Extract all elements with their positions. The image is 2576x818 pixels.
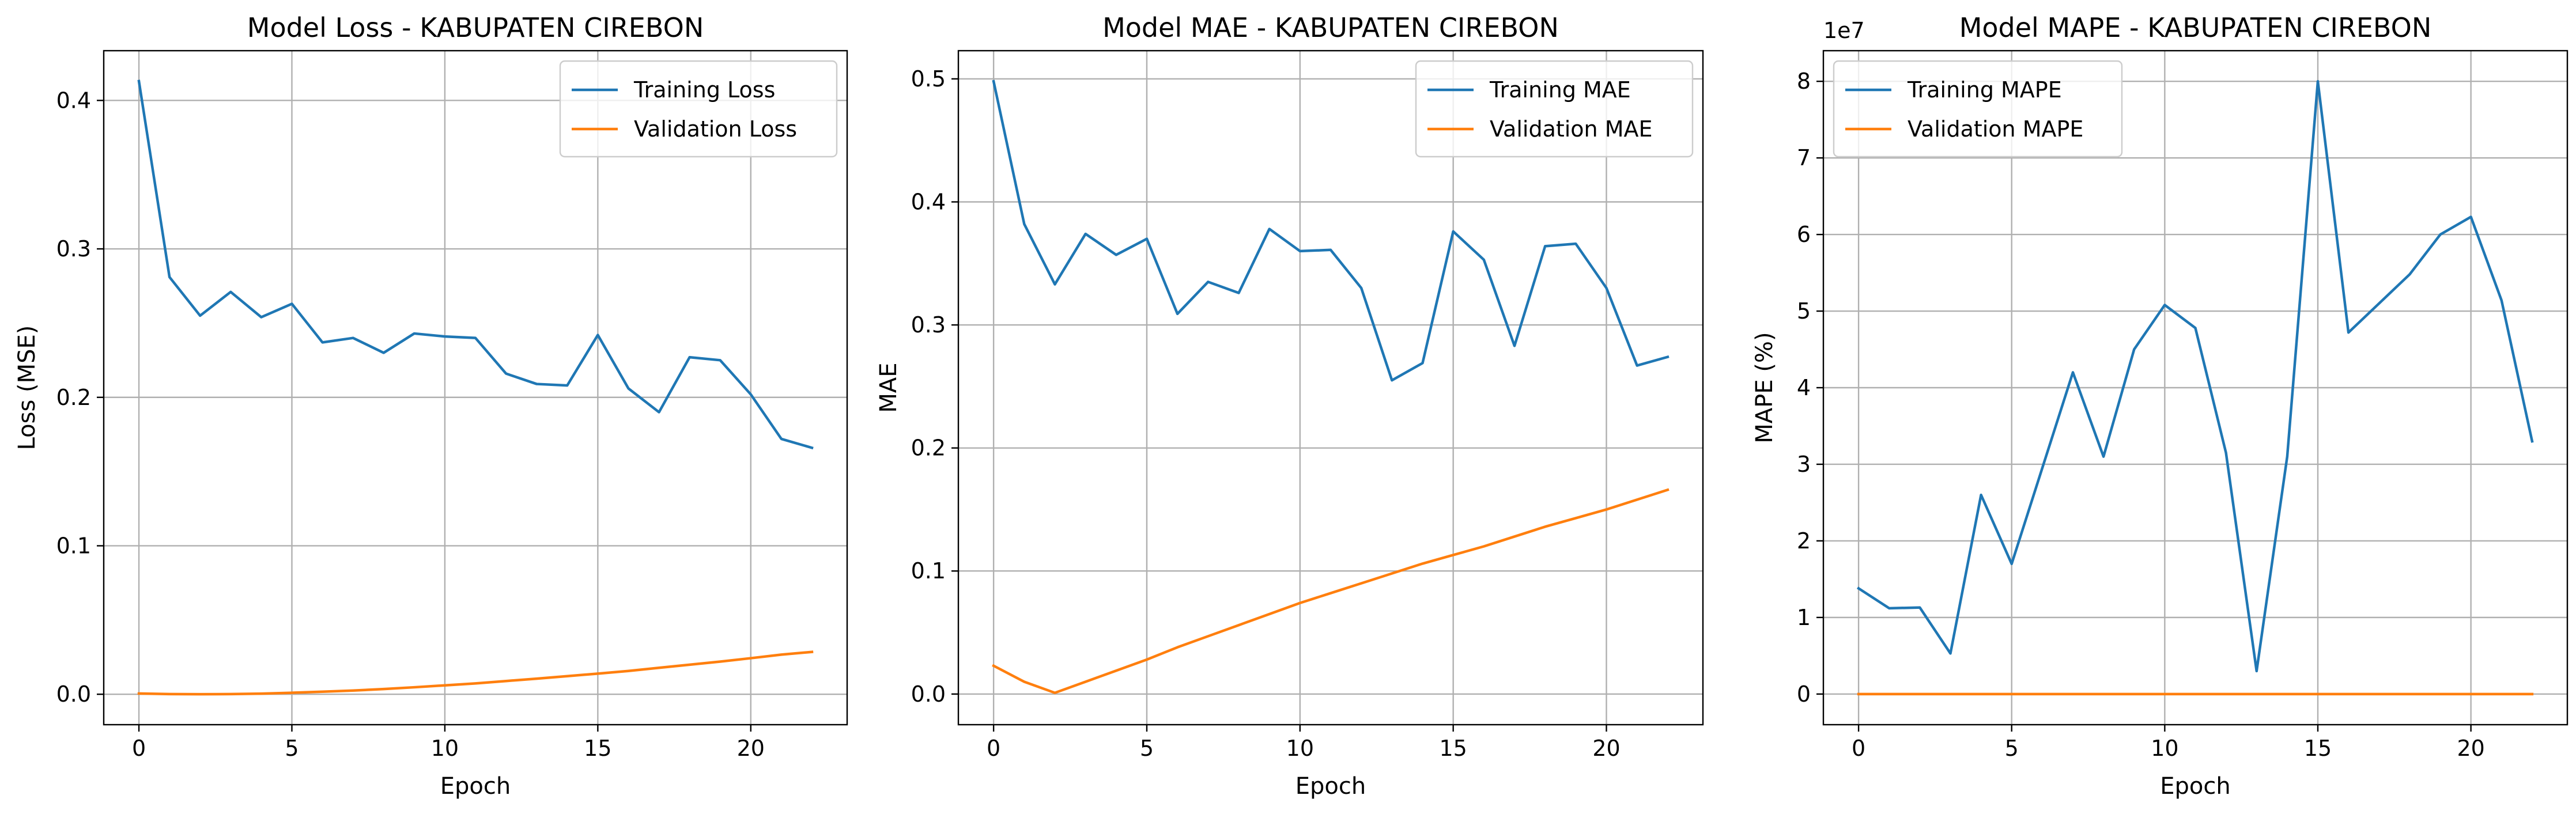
- mape-chart-panel: Model MAPE - KABUPATEN CIREBON Epoch MAP…: [1751, 12, 2569, 800]
- chart-title: Model MAE - KABUPATEN CIREBON: [1102, 12, 1559, 43]
- x-tick-label: 0: [132, 736, 146, 761]
- y-tick-label: 6: [1797, 222, 1811, 247]
- chart-legend: Training MAPE Validation MAPE: [1833, 60, 2123, 158]
- legend-entry: Training Loss: [572, 77, 775, 103]
- legend-entry: Training MAE: [1427, 77, 1631, 103]
- y-tick-label: 0: [1797, 681, 1811, 707]
- x-tick-label: 0: [1852, 736, 1865, 761]
- legend-label: Validation MAE: [1490, 116, 1653, 142]
- axes-frame: [957, 50, 1704, 726]
- y-tick-label: 0.4: [911, 189, 946, 214]
- legend-box: [1415, 60, 1694, 158]
- y-tick-label: 0.2: [56, 385, 91, 410]
- legend-entry: Validation Loss: [572, 116, 797, 142]
- legend-label: Training MAPE: [1907, 77, 2062, 103]
- y-tick-label: 0.0: [56, 681, 91, 707]
- legend-label: Training MAE: [1489, 77, 1631, 103]
- y-tick-label: 7: [1797, 145, 1811, 171]
- legend-label: Validation Loss: [634, 116, 797, 142]
- x-tick-label: 5: [2005, 736, 2019, 761]
- y-tick-label: 0.2: [911, 435, 946, 461]
- mae-chart-panel: Model MAE - KABUPATEN CIREBON Epoch MAE …: [875, 12, 1704, 800]
- legend-label: Validation MAPE: [1908, 116, 2083, 142]
- y-tick-label: 0.1: [911, 558, 946, 584]
- x-axis-label: Epoch: [1295, 773, 1366, 800]
- y-axis-label: MAE: [875, 362, 902, 412]
- legend-entry: Training MAPE: [1845, 77, 2062, 103]
- y-tick-label: 2: [1797, 528, 1811, 554]
- chart-legend: Training Loss Validation Loss: [559, 60, 838, 158]
- y-tick-label: 0.5: [911, 66, 946, 92]
- legend-box: [559, 60, 838, 158]
- x-axis-label: Epoch: [2160, 773, 2230, 800]
- y-tick-label: 0.3: [56, 236, 91, 262]
- x-tick-label: 15: [584, 736, 611, 761]
- y-axis-label: MAPE (%): [1751, 332, 1778, 443]
- series-line: [992, 79, 1670, 382]
- series-line: [1856, 79, 2534, 673]
- chart-title: Model Loss - KABUPATEN CIREBON: [247, 12, 704, 43]
- y-tick-label: 3: [1797, 452, 1811, 477]
- x-tick-label: 5: [1140, 736, 1154, 761]
- x-axis-label: Epoch: [440, 773, 511, 800]
- y-tick-label: 0.0: [911, 681, 946, 707]
- chart-legend: Training MAE Validation MAE: [1415, 60, 1694, 158]
- axes-frame: [103, 50, 848, 726]
- chart-title: Model MAPE - KABUPATEN CIREBON: [1959, 12, 2432, 43]
- x-tick-label: 15: [1439, 736, 1467, 761]
- series-line: [992, 488, 1670, 694]
- plot-area: 0 5 10 15 20 0 1 2 3 4 5 6 7 8: [1797, 50, 2569, 761]
- y-tick-label: 1: [1797, 605, 1811, 630]
- x-tick-label: 15: [2304, 736, 2332, 761]
- x-tick-label: 20: [1592, 736, 1620, 761]
- x-tick-label: 20: [737, 736, 765, 761]
- y-tick-label: 0.1: [56, 533, 91, 558]
- y-tick-label: 8: [1797, 69, 1811, 94]
- y-axis-offset-text: 1e7: [1823, 18, 1865, 43]
- x-tick-label: 10: [1286, 736, 1314, 761]
- series-line: [137, 650, 814, 696]
- x-tick-label: 10: [431, 736, 459, 761]
- x-tick-label: 5: [285, 736, 299, 761]
- plot-area: 0 5 10 15 20 0.0 0.1 0.2 0.3 0.4 0.5: [911, 50, 1704, 761]
- y-tick-label: 4: [1797, 375, 1811, 400]
- y-tick-label: 0.3: [911, 312, 946, 338]
- y-tick-label: 5: [1797, 298, 1811, 324]
- legend-box: [1833, 60, 2123, 158]
- series-line: [137, 79, 814, 450]
- legend-entry: Validation MAE: [1427, 116, 1653, 142]
- y-axis-label: Loss (MSE): [14, 325, 40, 450]
- x-tick-label: 10: [2151, 736, 2178, 761]
- x-tick-label: 20: [2457, 736, 2484, 761]
- legend-entry: Validation MAPE: [1845, 116, 2083, 142]
- legend-label: Training Loss: [633, 77, 775, 103]
- loss-chart-panel: Model Loss - KABUPATEN CIREBON Epoch Los…: [14, 12, 848, 800]
- y-tick-label: 0.4: [56, 88, 91, 113]
- x-tick-label: 0: [987, 736, 1000, 761]
